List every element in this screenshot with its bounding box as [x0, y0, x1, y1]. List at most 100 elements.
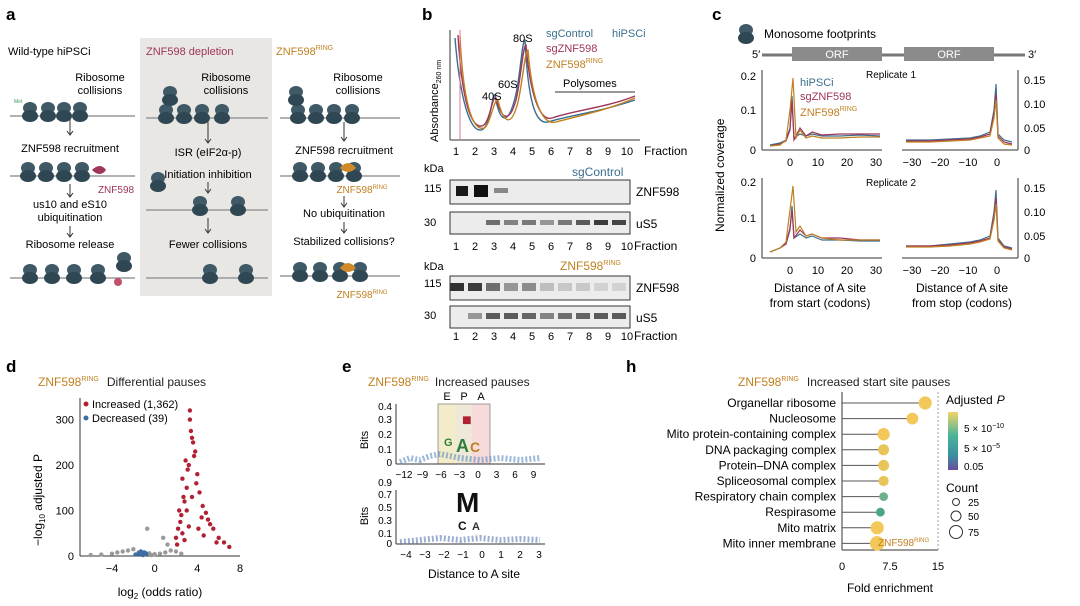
svg-text:0.2: 0.2: [741, 177, 756, 189]
volcano-point: [131, 547, 136, 552]
logo-xtick: −9: [417, 470, 429, 481]
volcano-point: [200, 503, 205, 509]
blot-band: [576, 313, 590, 319]
fraction-tick: 9: [605, 331, 611, 343]
logo-xtick: −12: [396, 470, 413, 481]
volcano-xticks: −4 0 4 8: [106, 563, 243, 575]
fraction-tick: 6: [548, 146, 554, 158]
logo-xtick: 0: [479, 550, 485, 561]
volcano-point: [125, 548, 131, 553]
svg-text:Bits: Bits: [359, 506, 371, 525]
logo-xtick: −3: [454, 470, 466, 481]
svg-text:collisions: collisions: [336, 85, 381, 97]
monosome-footprints-title: Monosome footprints: [764, 27, 876, 41]
svg-text:−20: −20: [931, 157, 950, 169]
svg-text:kDa: kDa: [424, 261, 444, 273]
volcano-point: [173, 549, 179, 554]
coverage-y-right-2: 0 0.05 0.10 0.15: [1024, 183, 1045, 265]
fraction-tick: 2: [472, 146, 478, 158]
svg-text:ORF: ORF: [825, 49, 849, 61]
svg-text:10: 10: [812, 157, 824, 169]
enrichment-dot: [870, 521, 884, 535]
fraction-tick: 1: [453, 241, 459, 253]
svg-text:ZNF598 recruitment: ZNF598 recruitment: [295, 145, 393, 157]
enrichment-xtick: 0: [839, 561, 845, 573]
fraction-tick: 10: [621, 146, 633, 158]
fraction-axis-bottom: 1 2 3 4 5 6 7 8 9 10: [453, 331, 633, 343]
fraction-tick: 4: [510, 331, 516, 343]
volcano-ytick: 0: [68, 551, 74, 563]
volcano-point: [211, 526, 216, 531]
fraction-tick: 6: [548, 331, 554, 343]
svg-text:A: A: [472, 521, 480, 533]
volcano-point: [185, 467, 190, 472]
svg-text:0.2: 0.2: [378, 430, 392, 441]
xticks-start-2: 0 10 20 30: [787, 265, 882, 277]
fraction-tick: 2: [472, 331, 478, 343]
depletion-background: [140, 38, 272, 296]
svg-text:No ubiquitination: No ubiquitination: [303, 208, 385, 220]
svg-text:Distance of A site: Distance of A site: [774, 281, 866, 295]
logo-xtick: −6: [435, 470, 447, 481]
panel-b-letter: b: [422, 5, 432, 24]
legend-increased: Increased (1,362): [92, 399, 178, 411]
blot-band: [486, 283, 500, 291]
inset-label: ZNF598RING: [878, 538, 929, 549]
blot2-znf598-bands: [450, 283, 626, 291]
volcano-yticks: 0 100 200 300: [56, 415, 74, 563]
svg-text:us10 and eS10: us10 and eS10: [33, 199, 107, 211]
svg-text:0: 0: [1024, 145, 1030, 157]
svg-text:E: E: [443, 391, 450, 403]
logo-xtick: −2: [438, 550, 450, 561]
svg-text:A: A: [456, 436, 469, 456]
fraction-tick: 9: [605, 146, 611, 158]
blot-band: [540, 283, 554, 291]
xticks-stop-1: −30 −20 −10 0: [903, 157, 1000, 169]
panel-a: a Wild-type hiPSCi ZNF598 depletion ZNF5…: [6, 5, 400, 301]
peak-80s: 80S: [513, 33, 533, 45]
logo-xlabel: Distance to A site: [428, 567, 520, 581]
panel-a-letter: a: [6, 5, 16, 24]
volcano-point: [174, 542, 180, 547]
blot1-title: sgControl: [572, 165, 623, 179]
panel-c-letter: c: [712, 5, 721, 24]
svg-text:0: 0: [994, 157, 1000, 169]
svg-text:C: C: [470, 439, 480, 455]
svg-text:−10: −10: [959, 157, 978, 169]
fraction-tick: 7: [567, 146, 573, 158]
svg-text:Distance of A site: Distance of A site: [916, 281, 1008, 295]
svg-text:10: 10: [812, 265, 824, 277]
enrichment-dot: [918, 396, 932, 410]
panel-e: e ZNF598RING Increased pauses E P A Bits …: [342, 357, 545, 581]
volcano-point: [195, 472, 200, 477]
volcano-ytick: 100: [56, 506, 74, 518]
volcano-point: [109, 551, 115, 556]
volcano-point: [179, 551, 184, 556]
svg-text:0: 0: [787, 157, 793, 169]
logo-xtick: 3: [536, 550, 542, 561]
svg-text:25: 25: [968, 498, 980, 509]
peak-60s: 60S: [498, 79, 518, 91]
svg-text:−20: −20: [931, 265, 950, 277]
volcano-point: [120, 549, 125, 554]
fraction-tick: 5: [529, 146, 535, 158]
enrichment-xticks: 0 7.5 15: [839, 561, 944, 573]
logo-xtick: −3: [419, 550, 431, 561]
volcano-point: [149, 552, 154, 558]
svg-text:ZNF598 recruitment: ZNF598 recruitment: [21, 143, 119, 155]
volcano-point: [205, 517, 211, 522]
panel-d-letter: d: [6, 357, 16, 376]
fraction-tick: 10: [621, 241, 633, 253]
normalized-coverage-label: Normalized coverage: [713, 118, 727, 232]
svg-text:P: P: [460, 391, 467, 403]
volcano-point: [182, 499, 187, 504]
svg-text:20: 20: [841, 157, 853, 169]
svg-text:uS5: uS5: [636, 217, 658, 231]
logo-xtick: 1: [498, 550, 504, 561]
svg-text:Fraction: Fraction: [634, 239, 677, 253]
svg-text:50: 50: [968, 512, 980, 523]
trace-sgcontrol: [454, 37, 636, 131]
replicate-2-label: Replicate 2: [866, 178, 916, 189]
enrichment-dot: [877, 428, 890, 441]
